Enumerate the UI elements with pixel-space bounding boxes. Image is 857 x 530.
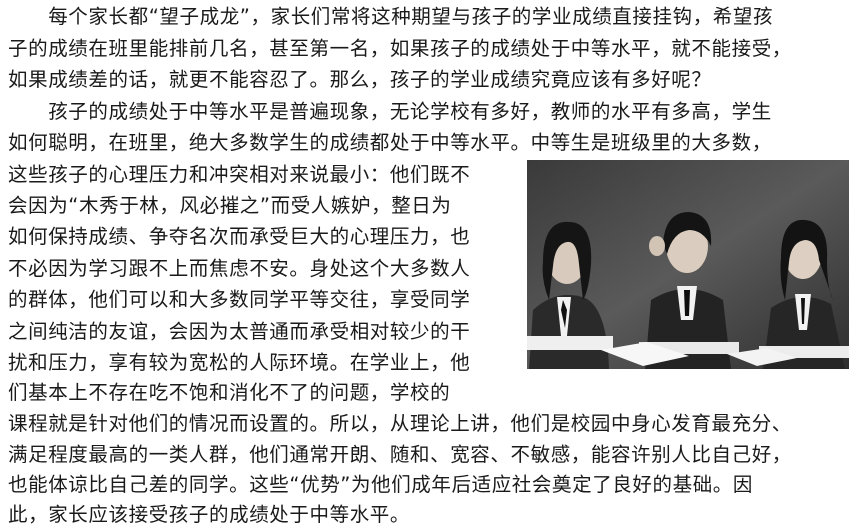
open-book	[601, 342, 689, 366]
paragraph-2-line-8: 之间纯洁的友谊，会因为太普通而承受相对较少的干	[8, 320, 471, 343]
paragraph-2-line-14: 此，家长应该接受孩子的成绩处于中等水平。	[8, 503, 411, 526]
paragraph-2-line-6: 不必因为学习跟不上而焦虑不安。身处这个大多数人	[8, 257, 471, 280]
paragraph-1-line-3: 如果成绩差的话，就更不能容忍了。那么，孩子的学业成绩究竟应该有多好呢？	[8, 68, 712, 91]
students-photo	[527, 160, 849, 369]
paragraph-2-line-5: 如何保持成绩、争夺名次而承受巨大的心理压力，也	[8, 225, 471, 248]
paragraph-2-line-9: 扰和压力，享有较为宽松的人际环境。在学业上，他	[8, 351, 471, 374]
paragraph-2-line-11: 课程就是针对他们的情况而设置的。所以，从理论上讲，他们是校园中身心发育最充分、	[8, 412, 792, 435]
paragraph-2-line-12: 满足程度最高的一类人群，他们通常开朗、随和、宽容、不敏感，能容许别人比自己好，	[8, 443, 792, 466]
paragraph-2-line-10: 们基本上不存在吃不饱和消化不了的问题，学校的	[8, 381, 451, 404]
student-left	[527, 221, 613, 369]
paragraph-2-line-2: 如何聪明，在班里，绝大多数学生的成绩都处于中等水平。中等生是班级里的大多数，	[8, 131, 772, 154]
article-page: 每个家长都“望子成龙”，家长们常将这种期望与孩子的学业成绩直接挂钩，希望孩 子的…	[8, 5, 849, 526]
paragraph-2-line-7: 的群体，他们可以和大多数同学平等交往，享受同学	[8, 288, 471, 311]
paragraph-1-line-2: 子的成绩在班里能排前几名，甚至第一名，如果孩子的成绩处于中等水平，就不能接受，	[8, 37, 792, 60]
students-illustration	[527, 160, 849, 369]
paragraph-2-line-4: 会因为“木秀于林，风必摧之”而受人嫉妒，整日为	[8, 194, 452, 217]
paragraph-1-line-1: 每个家长都“望子成龙”，家长们常将这种期望与孩子的学业成绩直接挂钩，希望孩	[8, 5, 774, 28]
paragraph-2-line-1: 孩子的成绩处于中等水平是普遍现象，无论学校有多好，教师的水平有多高，学生	[8, 100, 772, 123]
student-right	[759, 219, 849, 369]
paragraph-2-line-13: 也能体谅比自己差的同学。这些“优势”为他们成年后适应社会奠定了良好的基础。因	[8, 473, 754, 496]
open-book	[727, 348, 797, 366]
paragraph-2-line-3: 这些孩子的心理压力和冲突相对来说最小：他们既不	[8, 163, 471, 186]
